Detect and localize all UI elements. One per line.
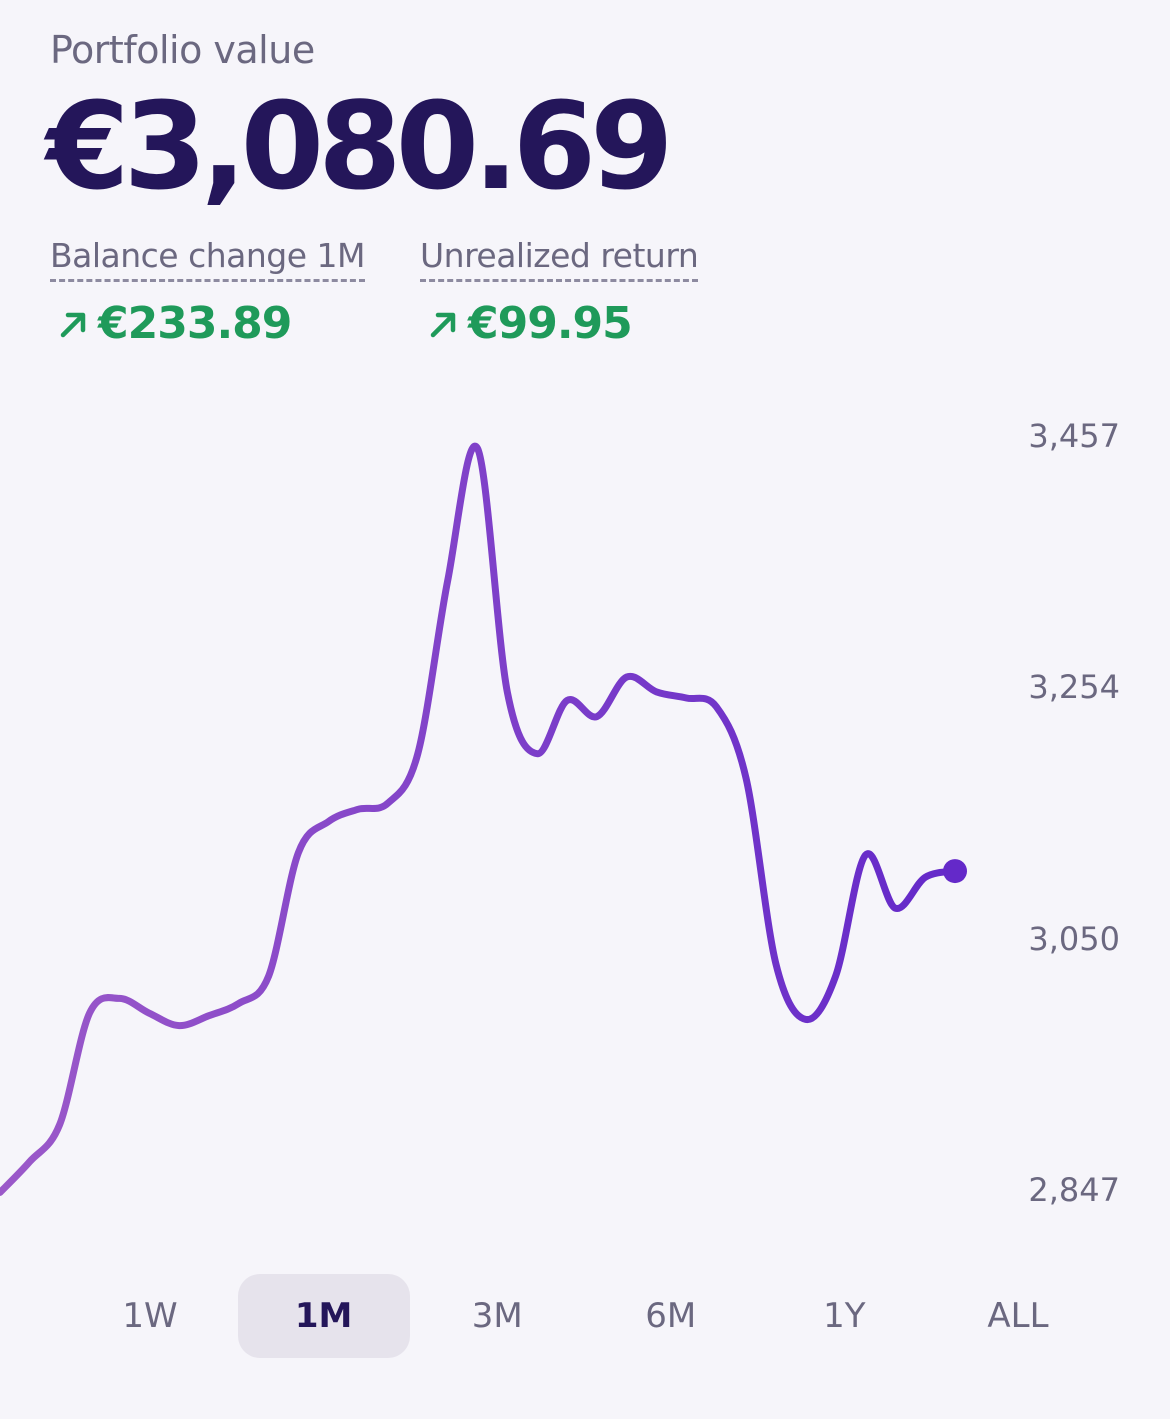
range-button-1m[interactable]: 1M xyxy=(237,1274,410,1358)
range-button-1y[interactable]: 1Y xyxy=(823,1296,866,1336)
balance-change-value: €233.89 xyxy=(50,298,365,349)
unrealized-return-metric[interactable]: Unrealized return €99.95 xyxy=(420,236,699,349)
range-button-3m[interactable]: 3M xyxy=(471,1296,523,1336)
series-line xyxy=(0,442,959,1196)
range-button-all[interactable]: ALL xyxy=(987,1296,1049,1336)
y-axis-tick-label: 3,254 xyxy=(1028,668,1120,706)
y-axis-tick-label: 3,050 xyxy=(1028,920,1120,958)
range-button-6m[interactable]: 6M xyxy=(645,1296,697,1336)
arrow-up-right-icon xyxy=(430,312,456,337)
balance-change-label[interactable]: Balance change 1M xyxy=(50,236,366,282)
balance-change-metric[interactable]: Balance change 1M €233.89 xyxy=(50,236,366,349)
unrealized-return-value: €99.95 xyxy=(420,298,698,349)
balance-change-amount: €233.89 xyxy=(98,298,292,349)
current-value-point[interactable] xyxy=(943,859,967,884)
time-range-selector: 1W 1M 3M 6M 1Y ALL xyxy=(64,1274,1104,1358)
y-axis-tick-label: 2,847 xyxy=(1028,1171,1120,1209)
unrealized-return-label[interactable]: Unrealized return xyxy=(420,236,699,282)
y-axis-tick-label: 3,457 xyxy=(1028,417,1120,455)
portfolio-value: €3,080.69 xyxy=(46,78,674,217)
portfolio-value-label: Portfolio value xyxy=(50,28,315,72)
arrow-up-right-icon xyxy=(60,312,86,337)
unrealized-return-amount: €99.95 xyxy=(468,298,633,349)
range-button-1w[interactable]: 1W xyxy=(122,1296,178,1336)
